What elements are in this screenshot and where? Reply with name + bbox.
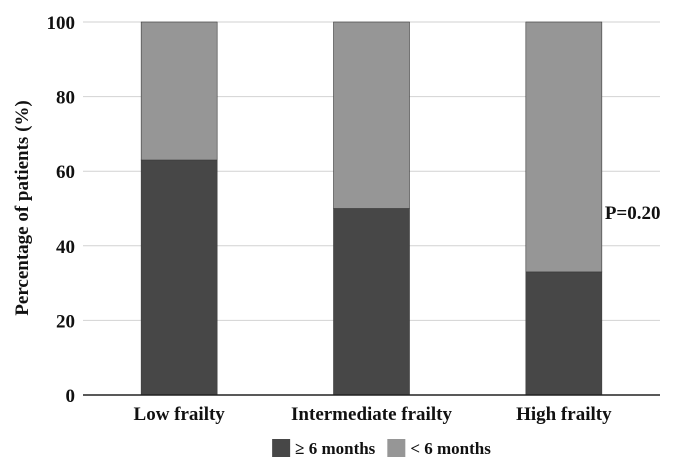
legend-label: < 6 months <box>410 439 491 458</box>
x-tick-label: High frailty <box>516 404 612 425</box>
legend-swatch <box>272 439 291 457</box>
bar-segment-lt-6-months <box>333 21 410 209</box>
x-tick-label: Low frailty <box>134 404 226 425</box>
annotations: P=0.20 <box>605 203 661 224</box>
y-axis-title: Percentage of patients (%) <box>12 100 33 315</box>
y-tick-label: 100 <box>47 13 76 34</box>
y-tick-label: 80 <box>56 88 75 109</box>
y-tick-label: 0 <box>66 386 76 407</box>
legend-label: ≥ 6 months <box>295 439 376 458</box>
legend-swatch <box>387 439 406 457</box>
y-tick-label: 60 <box>56 162 75 183</box>
y-tick-labels: 0 20 40 60 80 100 <box>47 13 76 407</box>
bar-segment-lt-6-months <box>140 21 218 161</box>
x-tick-label: Intermediate frailty <box>291 404 452 425</box>
y-tick-label: 20 <box>56 311 75 332</box>
x-tick-labels: Low frailty Intermediate frailty High frai… <box>134 404 613 425</box>
legend: ≥ 6 months < 6 months <box>272 439 491 458</box>
bar-segment-lt-6-months <box>525 21 603 273</box>
bar-segment-ge-6-months <box>333 208 410 396</box>
p-value-annotation: P=0.20 <box>605 203 661 224</box>
y-tick-label: 40 <box>56 237 75 258</box>
bars <box>140 21 603 396</box>
bar-segment-ge-6-months <box>140 159 218 396</box>
bar-segment-ge-6-months <box>525 271 603 396</box>
